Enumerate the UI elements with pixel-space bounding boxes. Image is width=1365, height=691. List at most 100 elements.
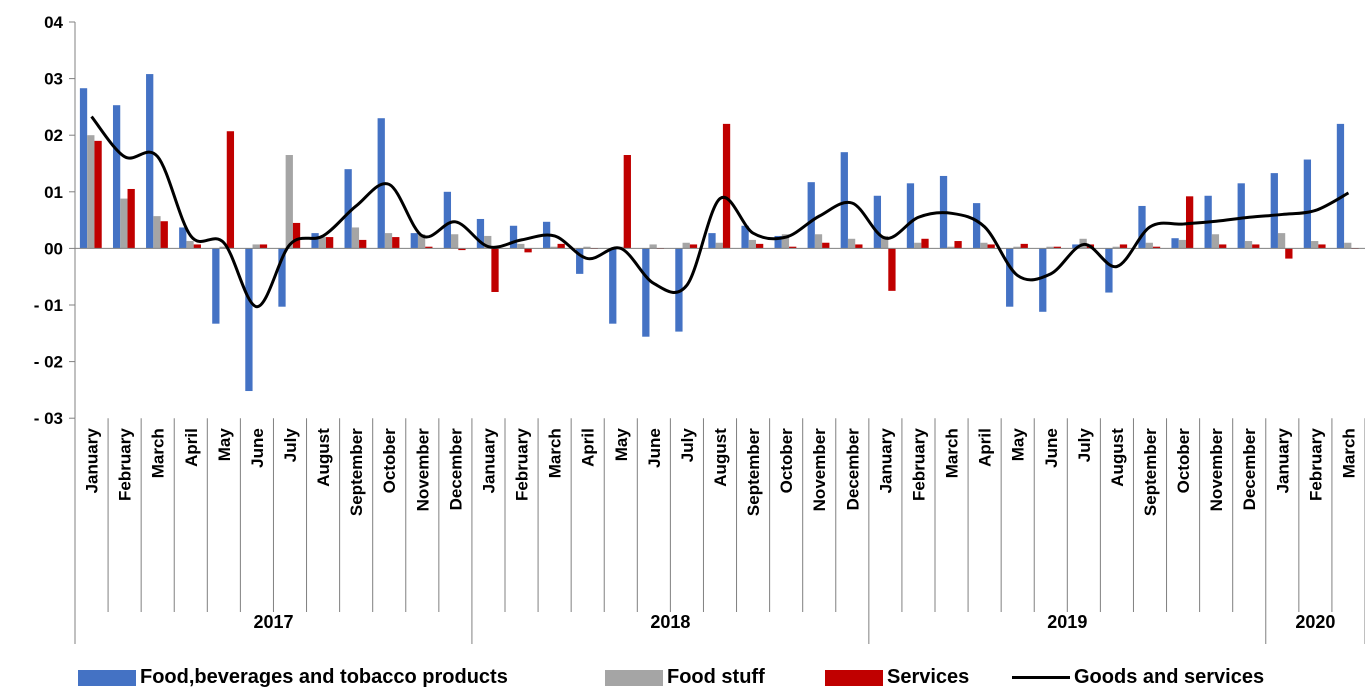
bar-food-stuff — [1211, 234, 1220, 249]
bar-food-stuff — [1311, 241, 1319, 249]
legend-swatch-food-beverages — [78, 669, 136, 686]
bar-services — [458, 248, 466, 251]
y-tick-label: 01 — [44, 183, 63, 202]
bar-services — [127, 188, 135, 249]
bar-food-beverages-and-tobacco-products — [1270, 173, 1278, 249]
bar-food-beverages-and-tobacco-products — [906, 183, 915, 249]
y-tick-label: - 01 — [34, 296, 63, 315]
legend-item-goods-services: Goods and services — [1012, 664, 1264, 691]
bar-food-stuff — [120, 198, 128, 249]
bar-food-beverages-and-tobacco-products — [179, 227, 187, 249]
x-tick-label: May — [612, 428, 631, 462]
y-tick-label: 03 — [44, 70, 63, 89]
x-tick-label: December — [446, 428, 465, 511]
bar-food-beverages-and-tobacco-products — [509, 225, 518, 249]
bar-food-beverages-and-tobacco-products — [146, 74, 154, 249]
bar-food-stuff — [847, 238, 856, 249]
bar-services — [292, 222, 301, 249]
bar-food-beverages-and-tobacco-products — [1336, 123, 1345, 249]
legend-swatch-services — [825, 669, 883, 686]
bar-services — [491, 248, 499, 292]
bar-services — [1020, 243, 1028, 249]
bar-food-beverages-and-tobacco-products — [1237, 183, 1245, 249]
bar-services — [226, 131, 235, 249]
legend-label-services: Services — [887, 666, 970, 688]
bar-food-stuff — [1013, 246, 1021, 249]
x-tick-label: June — [1042, 428, 1061, 468]
x-tick-label: September — [1141, 428, 1160, 516]
bar-food-stuff — [682, 242, 690, 249]
bar-food-stuff — [451, 234, 459, 249]
bar-food-beverages-and-tobacco-products — [1006, 248, 1014, 307]
bar-food-stuff — [384, 233, 393, 249]
bar-food-stuff — [87, 135, 95, 249]
y-tick-label: - 03 — [34, 409, 63, 428]
x-tick-label: January — [479, 428, 498, 494]
bar-services — [722, 123, 731, 249]
bar-food-beverages-and-tobacco-products — [476, 218, 485, 249]
x-tick-label: December — [1240, 428, 1259, 511]
bar-food-stuff — [517, 243, 525, 249]
x-tick-label: February — [909, 428, 928, 501]
bar-food-beverages-and-tobacco-products — [278, 248, 286, 307]
legend-label-food-stuff: Food stuff — [667, 666, 765, 688]
bar-food-beverages-and-tobacco-products — [708, 233, 716, 249]
bar-services — [425, 246, 433, 249]
bar-food-stuff — [914, 242, 922, 249]
y-tick-label: 00 — [44, 239, 63, 258]
x-tick-label: December — [843, 428, 862, 511]
x-tick-label: May — [1009, 428, 1028, 462]
bar-food-stuff — [1178, 239, 1186, 249]
x-tick-label: January — [1273, 428, 1292, 494]
year-group-label: 2020 — [1295, 612, 1335, 632]
legend-label-goods-services: Goods and services — [1074, 666, 1265, 688]
bar-services — [359, 239, 367, 249]
bar-services — [524, 248, 532, 253]
x-tick-label: April — [579, 428, 598, 467]
x-tick-label: April — [976, 428, 995, 467]
bar-services — [392, 237, 400, 249]
bar-food-beverages-and-tobacco-products — [212, 248, 220, 324]
x-tick-label: June — [645, 428, 664, 468]
x-tick-label: March — [1339, 428, 1358, 478]
legend-item-food-beverages: Food,beverages and tobacco products — [78, 664, 508, 691]
bar-food-stuff — [186, 241, 194, 249]
bar-food-stuff — [153, 216, 161, 249]
bar-services — [789, 246, 797, 249]
bar-food-beverages-and-tobacco-products — [1039, 248, 1047, 312]
bar-food-beverages-and-tobacco-products — [1171, 238, 1179, 249]
bar-food-stuff — [748, 239, 756, 249]
x-tick-label: June — [248, 428, 267, 468]
bar-services — [259, 244, 268, 249]
x-tick-label: May — [215, 428, 234, 462]
x-tick-label: October — [380, 428, 399, 494]
bar-food-beverages-and-tobacco-products — [642, 248, 650, 337]
bar-food-beverages-and-tobacco-products — [807, 182, 815, 249]
bar-food-stuff — [219, 246, 227, 249]
x-tick-label: March — [943, 428, 962, 478]
bar-food-stuff — [1344, 242, 1352, 249]
x-tick-label: July — [281, 428, 300, 463]
bar-services — [325, 237, 334, 249]
x-tick-label: August — [314, 428, 333, 487]
bar-food-beverages-and-tobacco-products — [410, 233, 418, 249]
bar-food-beverages-and-tobacco-products — [1105, 248, 1113, 293]
bar-services — [689, 244, 698, 249]
x-tick-label: March — [546, 428, 565, 478]
bar-services — [855, 244, 863, 249]
bar-food-stuff — [1145, 242, 1153, 249]
x-tick-label: November — [810, 428, 829, 512]
x-tick-label: July — [1075, 428, 1094, 463]
bar-food-beverages-and-tobacco-products — [1072, 244, 1080, 249]
legend-swatch-food-stuff — [605, 669, 663, 686]
bar-services — [94, 140, 102, 249]
bar-food-beverages-and-tobacco-products — [1138, 205, 1146, 249]
bar-food-stuff — [1244, 241, 1253, 249]
bar-food-beverages-and-tobacco-products — [576, 248, 584, 274]
bar-services — [888, 248, 896, 291]
year-group-label: 2019 — [1047, 612, 1087, 632]
bar-services — [987, 244, 995, 249]
bar-services — [160, 221, 168, 249]
bar-food-stuff — [351, 227, 360, 249]
